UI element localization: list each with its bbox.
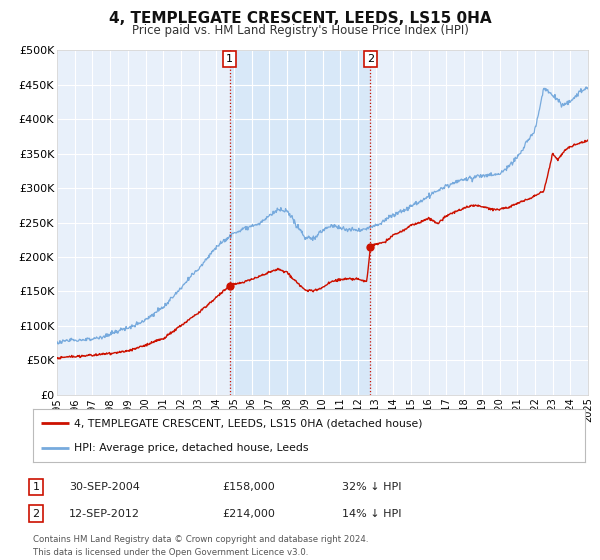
Text: 2: 2 [32, 508, 40, 519]
Text: £214,000: £214,000 [222, 508, 275, 519]
Text: 32% ↓ HPI: 32% ↓ HPI [342, 482, 401, 492]
Text: £158,000: £158,000 [222, 482, 275, 492]
Text: 30-SEP-2004: 30-SEP-2004 [69, 482, 140, 492]
Text: 4, TEMPLEGATE CRESCENT, LEEDS, LS15 0HA (detached house): 4, TEMPLEGATE CRESCENT, LEEDS, LS15 0HA … [74, 418, 423, 428]
Text: HPI: Average price, detached house, Leeds: HPI: Average price, detached house, Leed… [74, 442, 309, 452]
Text: 1: 1 [32, 482, 40, 492]
Text: 1: 1 [226, 54, 233, 64]
Text: Contains HM Land Registry data © Crown copyright and database right 2024.
This d: Contains HM Land Registry data © Crown c… [33, 535, 368, 557]
Text: 14% ↓ HPI: 14% ↓ HPI [342, 508, 401, 519]
Text: 2: 2 [367, 54, 374, 64]
Text: 12-SEP-2012: 12-SEP-2012 [69, 508, 140, 519]
Bar [230, 50, 370, 395]
Text: 4, TEMPLEGATE CRESCENT, LEEDS, LS15 0HA: 4, TEMPLEGATE CRESCENT, LEEDS, LS15 0HA [109, 11, 491, 26]
Text: Price paid vs. HM Land Registry's House Price Index (HPI): Price paid vs. HM Land Registry's House … [131, 24, 469, 37]
